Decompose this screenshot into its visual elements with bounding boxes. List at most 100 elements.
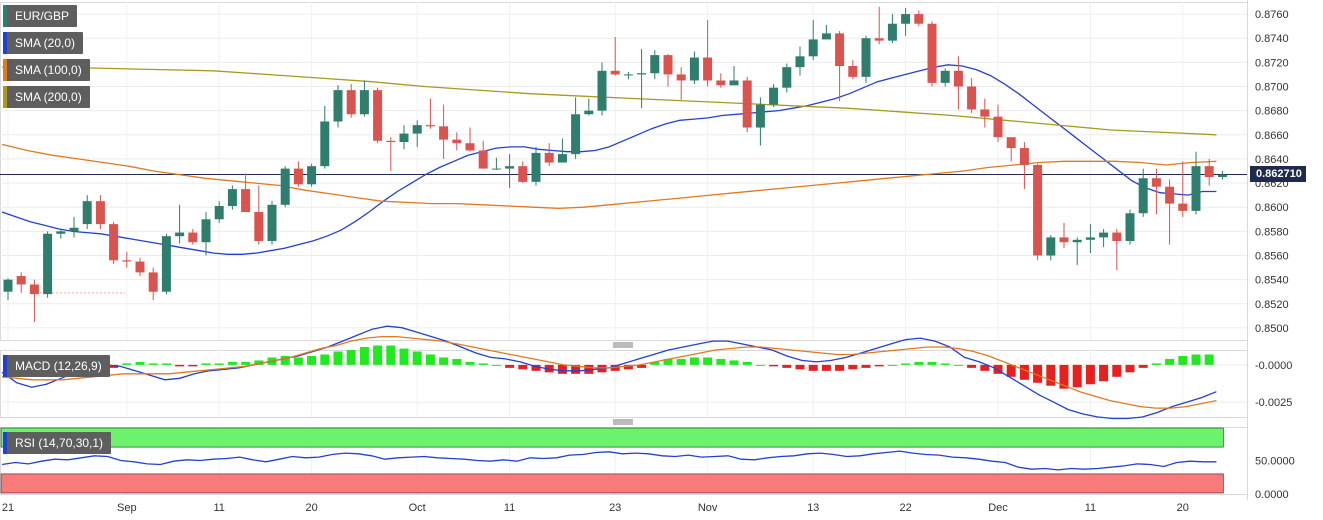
candle	[835, 30, 845, 101]
macd-histogram-bar	[135, 361, 145, 365]
candle	[927, 21, 937, 87]
candle	[29, 279, 39, 322]
candle	[597, 62, 607, 116]
candle	[43, 231, 53, 298]
macd-histogram-bar	[729, 360, 739, 365]
legend-eurgbp: EUR/GBP	[3, 5, 78, 27]
rsi-line	[1, 450, 1217, 471]
legend-label-rsi: RSI (14,70,30,1)	[15, 436, 104, 450]
x-tick-label: 11	[504, 502, 515, 514]
candle-body	[280, 168, 290, 205]
candle	[531, 146, 541, 186]
candle-body	[505, 166, 515, 169]
macd-signal-line	[1, 335, 1217, 409]
candle	[346, 84, 356, 118]
candle-body	[650, 55, 660, 74]
macd-histogram-bar	[518, 364, 528, 370]
candle	[135, 257, 145, 277]
macd-histogram-bar	[940, 363, 950, 365]
price-tick-label: 0.8720	[1255, 57, 1289, 69]
candle	[1059, 222, 1069, 249]
candle	[901, 8, 911, 36]
macd-histogram-bar	[835, 364, 845, 371]
candle	[1046, 234, 1056, 261]
candle-body	[848, 65, 858, 77]
candle-body	[544, 152, 554, 163]
x-tick-label: Nov	[698, 502, 718, 514]
macd-histogram-bar	[109, 364, 119, 368]
candle-body	[148, 272, 158, 292]
candle-body	[452, 139, 462, 144]
macd-histogram-bar	[320, 354, 330, 365]
candle	[214, 201, 224, 223]
candle-body	[214, 206, 224, 220]
candle-body	[663, 55, 673, 75]
candle-body	[610, 70, 620, 75]
candle-body	[16, 276, 26, 285]
candle-body	[69, 227, 79, 232]
candle-body	[623, 74, 633, 76]
candle-body	[1125, 213, 1135, 242]
price-tick-label: 0.8680	[1255, 106, 1289, 118]
candle-body	[1059, 237, 1069, 243]
candle	[188, 228, 198, 245]
x-tick-label: Oct	[409, 502, 426, 514]
price-tick-label: 0.8560	[1255, 251, 1289, 263]
candle-body	[293, 168, 303, 185]
candle-body	[887, 23, 897, 41]
candle	[425, 98, 435, 129]
price-tick-label: 0.8700	[1255, 82, 1289, 94]
candle-body	[320, 121, 330, 167]
candle-body	[227, 189, 237, 207]
candle	[993, 104, 1003, 143]
macd-histogram-bar	[663, 358, 673, 365]
candle	[16, 272, 26, 293]
candle	[1006, 137, 1016, 162]
legend-swatch-sma200	[3, 86, 7, 108]
candle	[1019, 142, 1029, 190]
macd-histogram-bar	[478, 363, 488, 365]
macd-histogram-bar	[1151, 363, 1161, 365]
candle	[1085, 224, 1095, 254]
candle-body	[993, 116, 1003, 138]
price-tick-label: 0.8580	[1255, 226, 1289, 238]
sma100-line	[1, 143, 1217, 210]
rsi-tick-label: 0.0000	[1255, 489, 1289, 501]
macd-histogram-bar	[491, 364, 501, 366]
macd-histogram-bar	[1033, 364, 1043, 383]
macd-histogram-bar	[716, 358, 726, 365]
candle	[1191, 151, 1201, 215]
candle	[254, 185, 264, 245]
candle-body	[373, 90, 383, 141]
candle-body	[1019, 148, 1029, 165]
candle	[821, 24, 831, 40]
candle-body	[637, 73, 647, 75]
macd-histogram-bar	[161, 363, 171, 365]
candle	[267, 201, 277, 245]
candle	[663, 53, 673, 87]
legend-sma20: SMA (20,0)	[3, 32, 84, 54]
macd-histogram-bar	[874, 364, 884, 367]
candle-body	[241, 189, 251, 213]
candle	[953, 56, 963, 110]
legend-swatch-sma100	[3, 59, 7, 81]
candle	[56, 228, 66, 239]
macd-histogram-bar	[280, 355, 290, 365]
macd-histogram-bar	[293, 357, 303, 365]
candle	[703, 20, 713, 87]
macd-histogram-bar	[1204, 354, 1214, 365]
price-tick-label: 0.8600	[1255, 202, 1289, 214]
macd-histogram-bar	[439, 357, 449, 365]
macd-pane-frame	[0, 350, 1248, 418]
price-tick-label: 0.8760	[1255, 9, 1289, 21]
macd-histogram-bar	[1085, 364, 1095, 385]
price-tick-label: 0.8660	[1255, 130, 1289, 142]
sma200-line	[2, 66, 1217, 136]
candle	[980, 98, 990, 128]
candle-body	[109, 224, 119, 261]
candle-body	[29, 284, 39, 295]
candle-body	[742, 80, 752, 128]
candle	[610, 37, 620, 76]
candle-body	[43, 233, 53, 295]
candle	[175, 204, 185, 244]
